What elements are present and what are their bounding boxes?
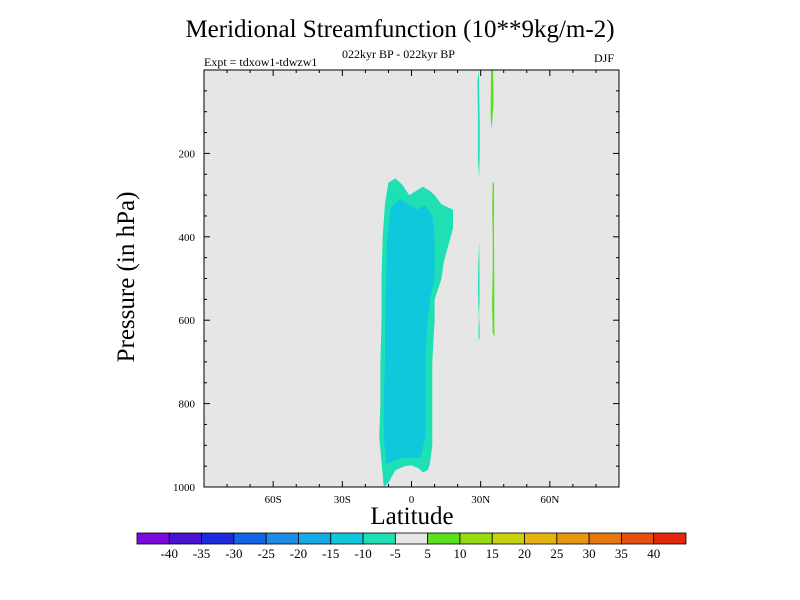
- colorbar-swatch: [233, 532, 267, 545]
- colorbar-swatch: [556, 532, 590, 545]
- colorbar-swatch: [394, 532, 429, 545]
- contour-region-7: [478, 316, 480, 342]
- colorbar-swatch: [459, 532, 493, 545]
- season-label: DJF: [594, 51, 615, 65]
- colorbar-swatch: [427, 532, 461, 545]
- colorbar-label: 30: [583, 546, 596, 561]
- colorbar-swatch: [168, 532, 202, 545]
- y-tick-label: 200: [179, 148, 196, 160]
- x-tick-label: 60S: [265, 494, 282, 506]
- colorbar-label: 10: [453, 546, 466, 561]
- colorbar-label: 35: [615, 546, 628, 561]
- colorbar-swatch: [524, 532, 558, 545]
- colorbar-swatch: [653, 532, 687, 545]
- x-tick-label: 0: [409, 494, 415, 506]
- colorbar-swatch: [265, 532, 299, 545]
- colorbar-swatch: [621, 532, 655, 545]
- colorbar-label: 5: [424, 546, 431, 561]
- x-tick-label: 30N: [471, 494, 490, 506]
- experiment-label: Expt = tdxow1-tdwzw1: [204, 55, 318, 69]
- contour-region-6: [477, 241, 480, 321]
- colorbar-swatch: [362, 532, 396, 545]
- y-tick-label: 600: [179, 315, 196, 327]
- colorbar-label: 40: [647, 546, 660, 561]
- colorbar-label: 25: [550, 546, 563, 561]
- chart-title: Meridional Streamfunction (10**9kg/m-2): [185, 16, 615, 43]
- colorbar-swatch: [491, 532, 525, 545]
- y-tick-label: 400: [179, 232, 196, 244]
- time-range-label: 022kyr BP - 022kyr BP: [342, 47, 455, 61]
- colorbar-label: -35: [193, 546, 210, 561]
- y-tick-label: 800: [179, 399, 196, 411]
- x-tick-label: 60N: [540, 494, 559, 506]
- colorbar-label: -5: [390, 546, 401, 561]
- y-tick-label: 1000: [173, 482, 196, 494]
- colorbar-label: -25: [258, 546, 275, 561]
- contour-region-5: [477, 70, 480, 179]
- colorbar-label: -15: [322, 546, 339, 561]
- contour-region-3: [490, 70, 494, 129]
- colorbar-label: 20: [518, 546, 531, 561]
- colorbar-swatch: [136, 532, 170, 545]
- colorbar-label: -20: [290, 546, 307, 561]
- contour-region-4: [492, 182, 495, 337]
- colorbar-swatch: [330, 532, 364, 545]
- colorbar-label: -40: [161, 546, 178, 561]
- colorbar-label: 15: [486, 546, 499, 561]
- colorbar-swatch: [201, 532, 235, 545]
- contour-region-2: [390, 307, 410, 442]
- x-tick-label: 30S: [334, 494, 351, 506]
- x-axis-label: Latitude: [370, 503, 454, 530]
- colorbar-label: -10: [354, 546, 371, 561]
- colorbar-swatch: [298, 532, 332, 545]
- colorbar-swatch: [588, 532, 622, 545]
- colorbar-label: -30: [225, 546, 242, 561]
